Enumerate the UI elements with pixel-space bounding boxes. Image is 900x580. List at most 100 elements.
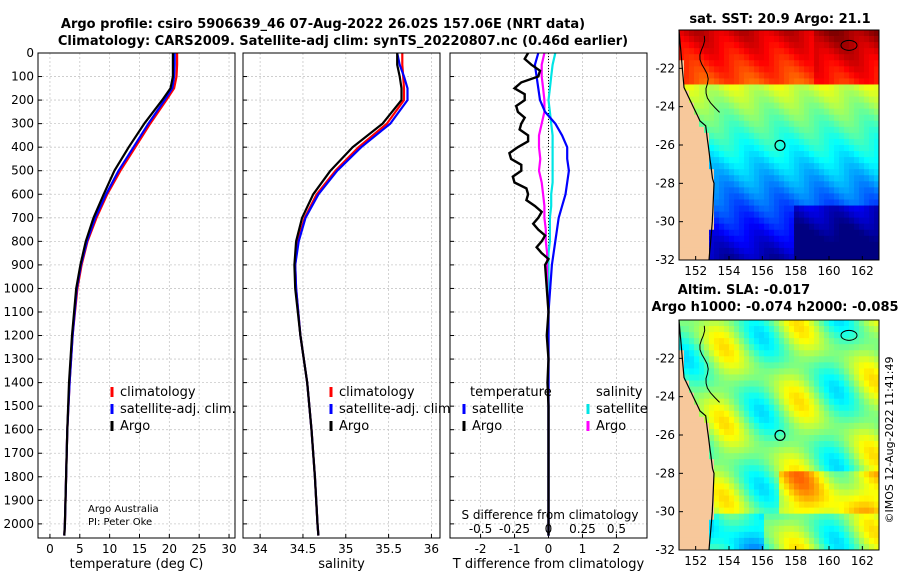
data-cell — [774, 477, 780, 484]
data-cell — [814, 350, 820, 357]
data-cell — [764, 543, 770, 551]
data-cell — [714, 193, 720, 200]
data-cell — [849, 350, 855, 357]
data-cell — [759, 392, 765, 400]
data-cell — [734, 489, 740, 496]
data-cell — [869, 102, 875, 110]
data-cell — [844, 441, 850, 448]
data-cell — [724, 66, 730, 73]
data-cell — [714, 211, 720, 219]
data-cell — [814, 368, 820, 375]
data-cell — [854, 145, 860, 152]
land-cell — [679, 483, 685, 490]
data-cell — [704, 368, 710, 375]
data-cell — [859, 368, 865, 375]
data-cell — [809, 507, 815, 515]
data-cell — [719, 543, 725, 551]
data-cell — [839, 362, 845, 369]
data-cell — [874, 36, 880, 43]
data-cell — [859, 374, 865, 381]
data-cell — [844, 338, 850, 345]
land-cell — [679, 223, 685, 231]
data-cell — [754, 435, 760, 442]
data-cell — [819, 175, 825, 182]
land-cell — [689, 211, 695, 219]
data-cell — [724, 223, 730, 231]
data-cell — [744, 447, 750, 454]
data-cell — [784, 404, 790, 412]
data-cell — [874, 235, 880, 243]
data-cell — [764, 132, 770, 140]
data-cell — [719, 90, 725, 97]
data-cell — [764, 138, 770, 146]
data-cell — [824, 537, 830, 545]
data-cell — [774, 447, 780, 454]
data-cell — [814, 531, 820, 539]
data-cell — [804, 477, 810, 484]
data-cell — [764, 54, 770, 61]
data-cell — [714, 30, 720, 37]
data-cell — [819, 102, 825, 110]
data-cell — [859, 326, 865, 333]
data-cell — [694, 320, 700, 327]
data-cell — [799, 459, 805, 466]
data-cell — [739, 428, 745, 436]
x-tick-label: 15 — [132, 542, 147, 556]
data-cell — [829, 489, 835, 496]
land-cell — [699, 471, 705, 478]
data-cell — [814, 441, 820, 448]
data-cell — [774, 247, 780, 255]
data-cell — [794, 416, 800, 424]
data-cell — [814, 96, 820, 104]
data-cell — [799, 223, 805, 231]
data-cell — [799, 501, 805, 509]
data-cell — [754, 350, 760, 357]
data-cell — [864, 145, 870, 152]
data-cell — [779, 229, 785, 237]
data-cell — [799, 72, 805, 79]
data-cell — [759, 157, 765, 164]
data-cell — [784, 531, 790, 539]
data-cell — [804, 519, 810, 527]
land-cell — [704, 453, 710, 460]
land-cell — [704, 223, 710, 231]
data-cell — [829, 175, 835, 182]
data-cell — [739, 54, 745, 61]
data-cell — [774, 229, 780, 237]
data-cell — [849, 151, 855, 158]
data-cell — [849, 392, 855, 400]
data-cell — [784, 386, 790, 394]
data-cell — [729, 247, 735, 255]
data-cell — [754, 42, 760, 49]
data-cell — [724, 362, 730, 369]
data-cell — [834, 205, 840, 212]
data-cell — [804, 138, 810, 146]
land-cell — [684, 495, 690, 502]
data-cell — [734, 495, 740, 502]
data-cell — [859, 72, 865, 79]
data-cell — [774, 102, 780, 110]
data-cell — [834, 157, 840, 164]
land-cell — [694, 114, 700, 122]
data-cell — [709, 441, 715, 448]
data-cell — [829, 72, 835, 79]
data-cell — [714, 102, 720, 110]
data-cell — [839, 102, 845, 110]
data-cell — [774, 513, 780, 521]
data-cell — [764, 435, 770, 442]
data-cell — [874, 489, 880, 496]
data-cell — [819, 30, 825, 37]
data-cell — [849, 447, 855, 454]
data-cell — [734, 441, 740, 448]
data-cell — [834, 477, 840, 484]
data-cell — [729, 398, 735, 406]
data-cell — [819, 501, 825, 509]
data-cell — [814, 217, 820, 225]
data-cell — [779, 211, 785, 219]
data-cell — [689, 350, 695, 357]
map-frame — [678, 29, 880, 261]
data-cell — [794, 344, 800, 351]
data-cell — [719, 151, 725, 158]
data-cell — [804, 404, 810, 412]
data-cell — [759, 543, 765, 551]
